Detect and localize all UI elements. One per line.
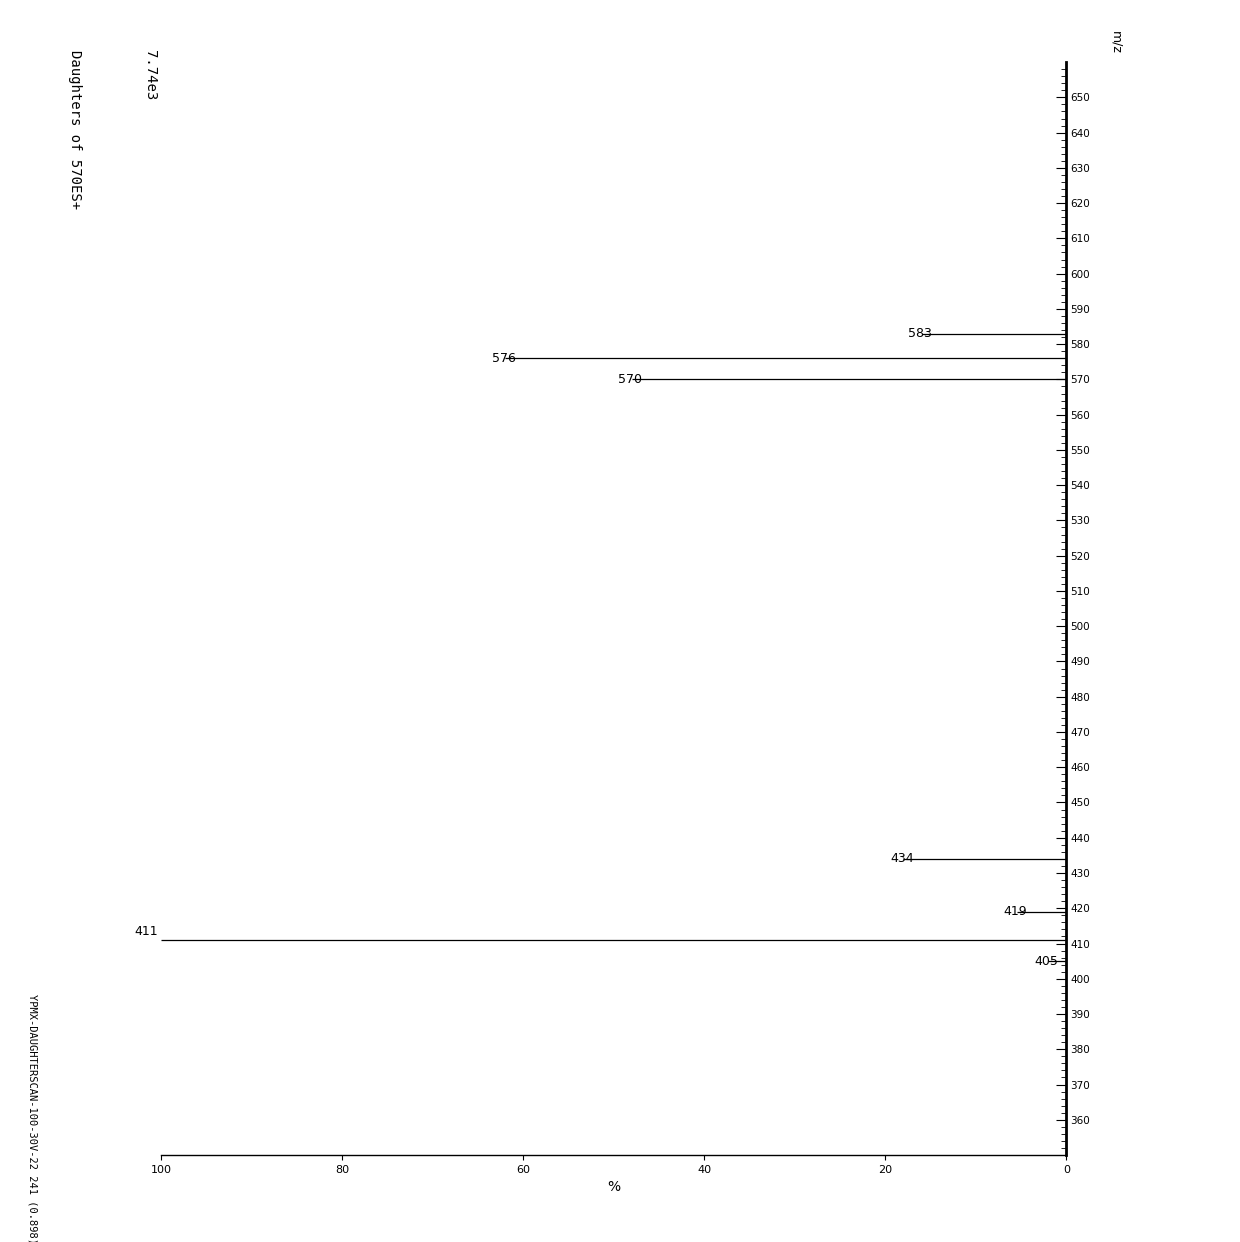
Text: 576: 576 — [491, 351, 516, 365]
Text: m/z: m/z — [1110, 31, 1122, 53]
Text: 570: 570 — [619, 373, 642, 386]
Text: 405: 405 — [1034, 955, 1059, 968]
Text: Daughters of 570ES+: Daughters of 570ES+ — [68, 50, 82, 209]
X-axis label: %: % — [608, 1180, 620, 1195]
Text: YPMX-DAUGHTERSCAN-100-30V-22 241 (0.898): YPMX-DAUGHTERSCAN-100-30V-22 241 (0.898) — [27, 994, 37, 1242]
Text: 7.74e3: 7.74e3 — [143, 50, 156, 99]
Text: 434: 434 — [890, 852, 914, 866]
Text: 419: 419 — [1003, 905, 1027, 918]
Text: 411: 411 — [134, 925, 157, 938]
Text: 583: 583 — [908, 327, 932, 340]
